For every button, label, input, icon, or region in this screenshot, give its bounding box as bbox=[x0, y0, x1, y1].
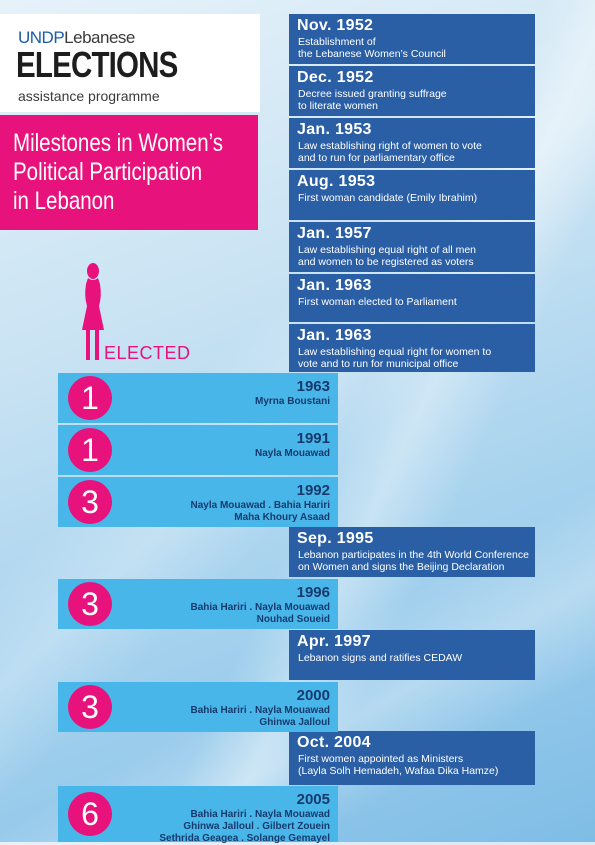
milestone-date: Aug. 1953 bbox=[297, 173, 376, 190]
election-year: 2000 bbox=[296, 687, 330, 704]
election-row: 3 2000 Bahia Hariri . Nayla Mouawad Ghinwa … bbox=[58, 682, 338, 732]
elected-names: Ghinwa Jalloul . Gilbert Zouein bbox=[183, 821, 330, 832]
elected-count-circle: 6 bbox=[68, 792, 112, 836]
elected-names: Nouhad Soueid bbox=[256, 614, 330, 625]
election-year: 2005 bbox=[296, 791, 330, 808]
elected-names: Bahia Hariri . Nayla Mouawad bbox=[190, 705, 331, 716]
milestone-date: Dec. 1952 bbox=[297, 69, 374, 86]
milestone-description: (Layla Solh Hemadeh, Wafaa Dika Hamze) bbox=[298, 765, 499, 777]
milestone-box: Jan. 1957 Law establishing equal right of… bbox=[289, 222, 535, 272]
elected-names: Sethrida Geagea . Solange Gemayel bbox=[159, 833, 330, 844]
milestone-description: Decree issued granting suffrage bbox=[298, 88, 447, 100]
milestone-description: First woman candidate (Emily Ibrahim) bbox=[298, 192, 478, 204]
logo-elections: ELECTIONS bbox=[16, 44, 178, 85]
milestone-description: First women appointed as Ministers bbox=[298, 753, 464, 765]
milestone-date: Apr. 1997 bbox=[297, 633, 371, 650]
milestone-date: Jan. 1957 bbox=[297, 225, 372, 242]
election-row: 1 1963 Myrna Boustani bbox=[58, 373, 338, 423]
elected-count-circle: 3 bbox=[68, 480, 112, 524]
title-line-1: Milestones in Women’s bbox=[13, 129, 224, 157]
milestone-description: and women to be registered as voters bbox=[298, 256, 474, 268]
milestone-box: Aug. 1953 First woman candidate (Emily Ib… bbox=[289, 170, 535, 220]
election-row: 3 1992 Nayla Mouawad . Bahia Hariri Maha Kh… bbox=[58, 477, 338, 527]
title-line-2: Political Participation bbox=[13, 158, 203, 186]
milestone-description: Law establishing equal right for women t… bbox=[298, 346, 492, 358]
milestone-box: Dec. 1952 Decree issued granting suffrage… bbox=[289, 66, 535, 116]
elected-count-circle: 3 bbox=[68, 685, 112, 729]
milestone-box: Oct. 2004 First women appointed as Minist… bbox=[289, 731, 535, 785]
election-row: 6 2005 Bahia Hariri . Nayla Mouawad Ghinwa … bbox=[58, 786, 338, 844]
election-row: 3 1996 Bahia Hariri . Nayla Mouawad Nouhad … bbox=[58, 579, 338, 629]
elected-names: Bahia Hariri . Nayla Mouawad bbox=[190, 809, 331, 820]
milestone-description: vote and to run for municipal office bbox=[298, 358, 459, 370]
elected-count-circle: 1 bbox=[68, 428, 112, 472]
logo-undp: UNDP bbox=[18, 28, 65, 47]
election-year: 1996 bbox=[296, 584, 330, 601]
milestone-date: Oct. 2004 bbox=[297, 734, 371, 751]
milestone-box: Apr. 1997 Lebanon signs and ratifies CEDA… bbox=[289, 630, 535, 680]
milestone-description: Lebanon signs and ratifies CEDAW bbox=[298, 652, 463, 664]
milestone-description: the Lebanese Women’s Council bbox=[298, 48, 446, 60]
milestone-box: Jan. 1963 First woman elected to Parliame… bbox=[289, 274, 535, 322]
elected-count-circle: 3 bbox=[68, 582, 112, 626]
milestone-description: Law establishing right of women to vote bbox=[298, 140, 482, 152]
milestone-box: Sep. 1995 Lebanon participates in the 4th… bbox=[289, 527, 535, 577]
milestone-description: Law establishing equal right of all men bbox=[298, 244, 477, 256]
elected-names: Myrna Boustani bbox=[254, 396, 330, 407]
milestone-description: on Women and signs the Beijing Declarati… bbox=[298, 561, 505, 573]
logo-lebanese: Lebanese bbox=[64, 28, 135, 47]
milestone-date: Nov. 1952 bbox=[297, 17, 374, 34]
elected-names: Ghinwa Jalloul bbox=[259, 717, 330, 728]
milestone-box: Nov. 1952 Establishment of the Lebanese Wo… bbox=[289, 14, 535, 64]
elected-names: Nayla Mouawad bbox=[254, 448, 330, 459]
election-year: 1992 bbox=[296, 482, 330, 499]
woman-figure-icon bbox=[82, 263, 104, 360]
milestone-date: Jan. 1963 bbox=[297, 277, 372, 294]
page-title: Milestones in Women’s Political Particip… bbox=[0, 115, 258, 230]
elected-label: ELECTED bbox=[104, 343, 191, 363]
elected-names: Maha Khoury Asaad bbox=[234, 512, 330, 523]
milestone-box: Jan. 1953 Law establishing right of women… bbox=[289, 118, 535, 168]
milestone-date: Jan. 1953 bbox=[297, 121, 372, 138]
elected-count-circle: 1 bbox=[68, 376, 112, 420]
election-year: 1991 bbox=[296, 430, 330, 447]
milestone-description: First woman elected to Parliament bbox=[298, 296, 457, 308]
milestone-description: to literate women bbox=[298, 100, 378, 112]
election-row: 1 1991 Nayla Mouawad bbox=[58, 425, 338, 475]
title-line-3: in Lebanon bbox=[13, 187, 115, 215]
logo-subtitle: assistance programme bbox=[18, 88, 160, 104]
milestone-date: Sep. 1995 bbox=[297, 530, 374, 547]
elected-names: Nayla Mouawad . Bahia Hariri bbox=[190, 500, 331, 511]
milestone-description: Lebanon participates in the 4th World Co… bbox=[298, 549, 529, 561]
logo-line1: UNDPLebanese bbox=[18, 28, 135, 48]
elected-names: Bahia Hariri . Nayla Mouawad bbox=[190, 602, 331, 613]
election-year: 1963 bbox=[296, 378, 330, 395]
milestone-box: Jan. 1963 Law establishing equal right fo… bbox=[289, 324, 535, 372]
milestone-date: Jan. 1963 bbox=[297, 327, 372, 344]
undp-logo: UNDPLebanese ELECTIONS assistance progra… bbox=[0, 14, 260, 112]
milestone-description: Establishment of bbox=[298, 36, 376, 48]
milestone-description: and to run for parliamentary office bbox=[298, 152, 455, 164]
